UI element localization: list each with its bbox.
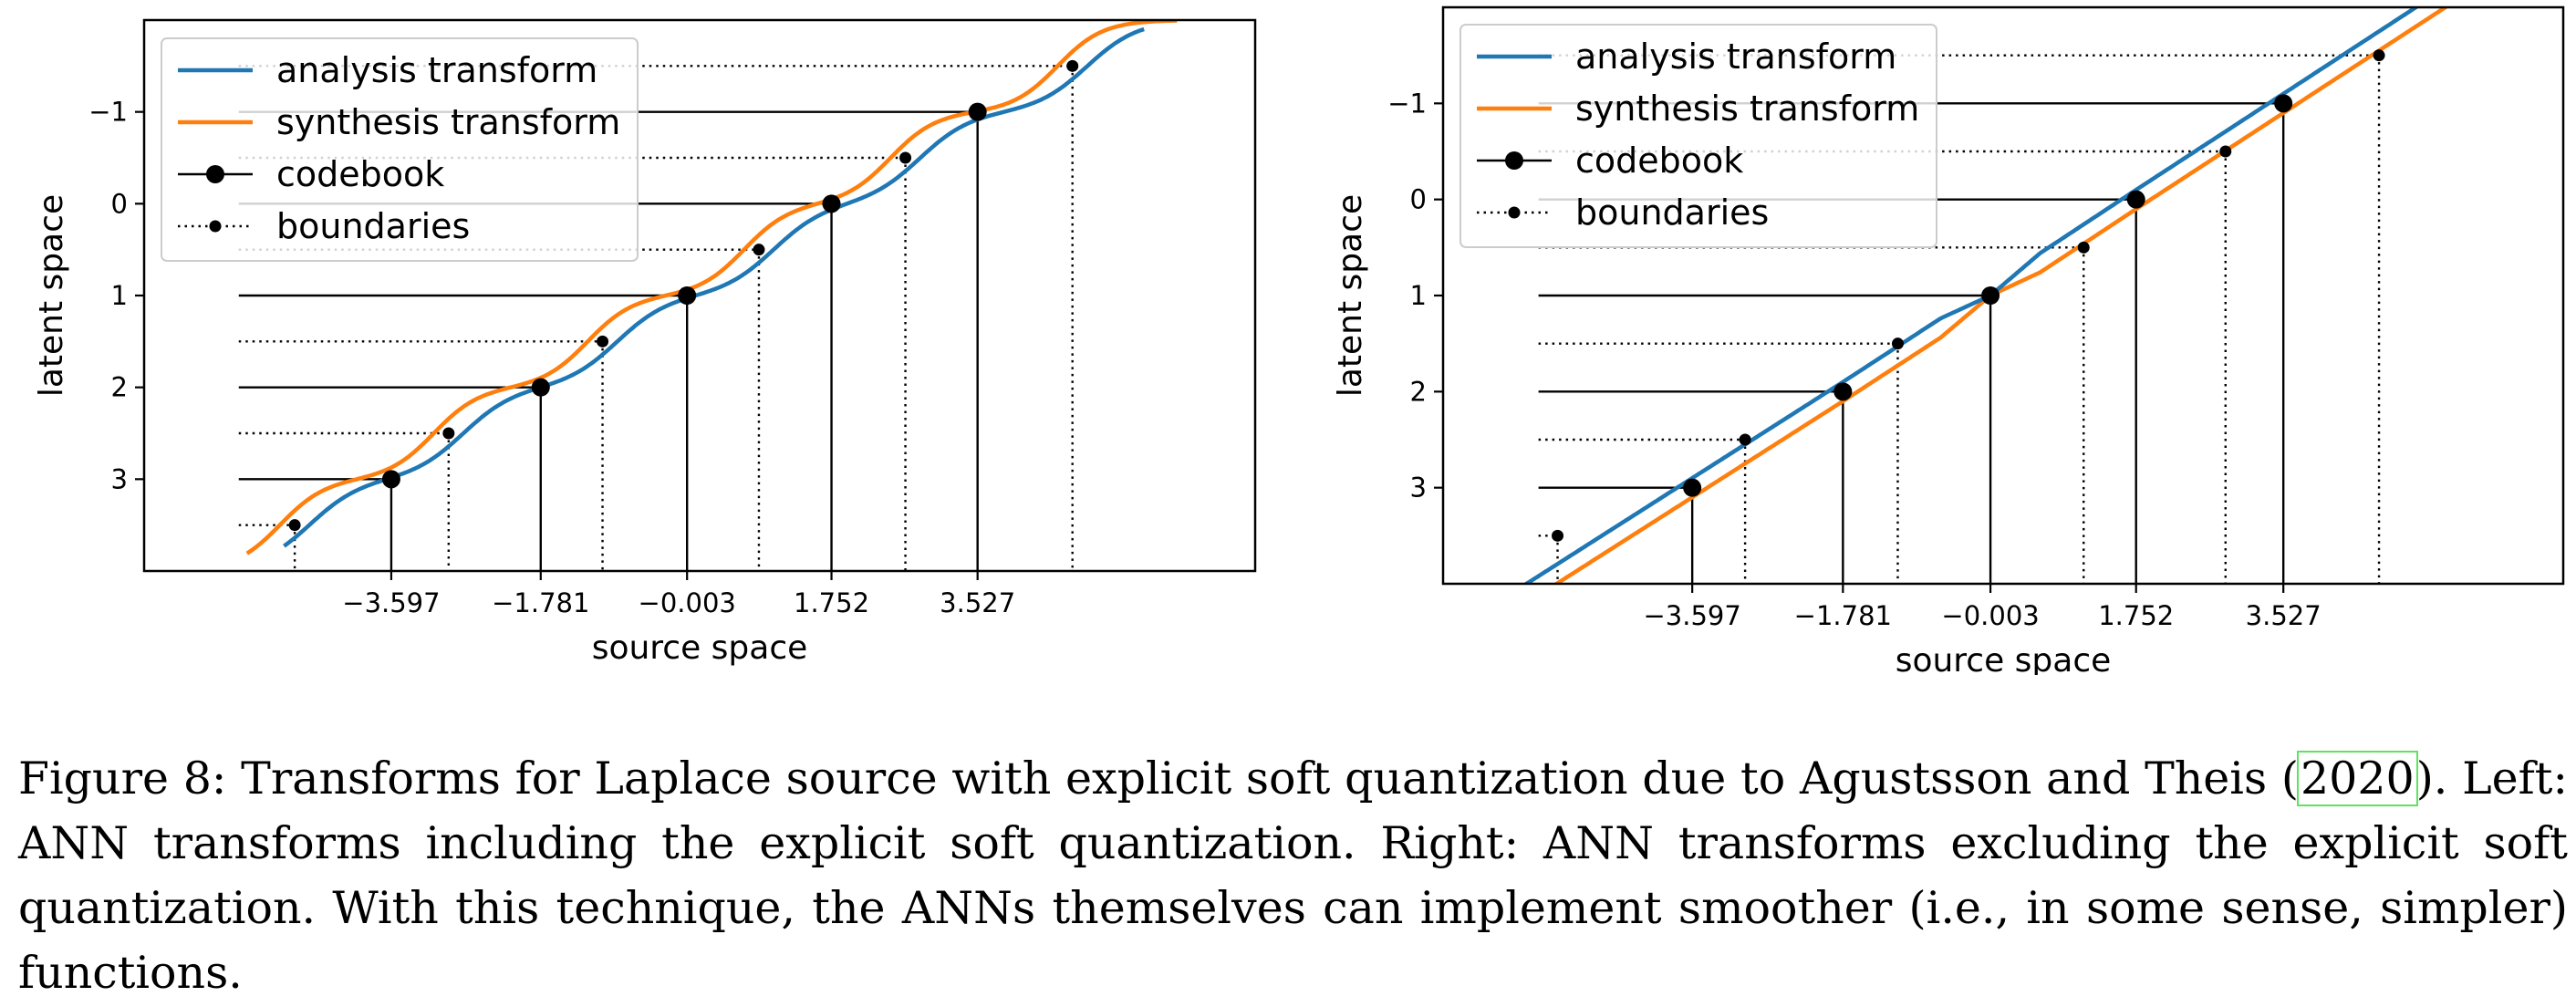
codebook-marker: [822, 194, 841, 213]
figure-caption: Figure 8: Transforms for Laplace source …: [18, 746, 2568, 1005]
x-tick-label: 3.527: [2246, 600, 2322, 631]
y-tick-label: 0: [1410, 184, 1427, 215]
codebook-marker: [381, 470, 400, 489]
citation-link[interactable]: 2020: [2296, 751, 2418, 806]
legend-codebook-marker: [1505, 151, 1523, 170]
caption-prefix: Figure 8: Transforms for Laplace source …: [18, 753, 2299, 805]
boundary-marker: [288, 519, 301, 532]
y-tick-label: 1: [111, 280, 128, 311]
y-tick-label: −1: [1387, 88, 1427, 119]
legend: analysis transform synthesis transform cod…: [161, 37, 639, 262]
codebook-marker: [1683, 478, 1702, 497]
codebook-marker: [968, 102, 987, 121]
codebook-marker: [2126, 190, 2145, 209]
codebook-marker: [1833, 382, 1853, 401]
synthesis-transform-line: [245, 20, 1178, 555]
x-axis-label: source space: [1896, 642, 2112, 675]
legend-boundaries-marker: [1508, 206, 1521, 219]
x-tick-label: −3.597: [1643, 600, 1740, 631]
legend-entry-label: analysis transform: [1575, 36, 1896, 77]
y-tick-label: 3: [111, 463, 128, 494]
y-tick-label: 2: [111, 372, 128, 403]
right-chart-panel: −1 0 1 2 3 −3.597 −1.781 −0.003 1.752 3.527 source…: [1332, 5, 2565, 675]
legend-entry-label: codebook: [276, 154, 444, 194]
x-tick-label: 1.752: [2098, 600, 2174, 631]
boundary-marker: [899, 151, 912, 164]
legend-boundaries-marker: [209, 220, 222, 233]
boundary-marker: [2373, 49, 2385, 62]
codebook-marker: [2274, 94, 2293, 113]
x-tick-label: −1.781: [492, 587, 589, 618]
analysis-transform-line: [283, 26, 1145, 548]
analysis-transform-line: [1522, 7, 2420, 584]
y-tick-label: −1: [88, 97, 128, 128]
boundary-marker: [1739, 433, 1751, 446]
caption-suffix: ). Left: ANN transforms including the ex…: [18, 753, 2568, 999]
y-axis-label: latent space: [33, 194, 70, 397]
boundary-marker: [1552, 529, 1564, 542]
legend-entry-label: synthesis transform: [1575, 88, 1919, 129]
x-tick-label: −1.781: [1794, 600, 1892, 631]
codebook-marker: [678, 286, 697, 305]
left-chart-panel: −1 0 1 2 3 −3.597 −1.781 −0.003 1.752 3.527 source…: [33, 18, 1257, 667]
boundary-marker: [753, 244, 765, 256]
legend-entry-label: boundaries: [276, 206, 470, 246]
boundary-marker: [2219, 145, 2232, 158]
y-tick-label: 3: [1410, 472, 1427, 504]
x-tick-label: −0.003: [1941, 600, 2039, 631]
figure-8: −1 0 1 2 3 −3.597 −1.781 −0.003 1.752 3.527 source…: [33, 5, 2565, 675]
y-axis-label: latent space: [1332, 194, 1369, 397]
boundary-marker: [1891, 337, 1904, 350]
x-tick-label: 3.527: [940, 587, 1015, 618]
y-tick-label: 2: [1410, 376, 1427, 407]
y-tick-label: 1: [1410, 280, 1427, 311]
boundary-marker: [1066, 59, 1079, 72]
codebook-marker: [1981, 286, 2000, 305]
legend-box: [1459, 24, 1937, 248]
legend-entry-label: boundaries: [1575, 192, 1769, 233]
boundary-marker: [2077, 241, 2090, 254]
legend-codebook-marker: [206, 165, 224, 183]
x-tick-label: −0.003: [639, 587, 736, 618]
codebook-marker: [531, 378, 550, 397]
legend-box: [161, 37, 639, 262]
x-tick-label: −3.597: [342, 587, 440, 618]
legend-entry-label: codebook: [1575, 140, 1743, 181]
legend-entry-label: analysis transform: [276, 50, 597, 90]
y-tick-label: 0: [111, 188, 128, 219]
x-axis-label: source space: [592, 629, 808, 667]
boundary-marker: [597, 335, 609, 348]
legend-entry-label: synthesis transform: [276, 102, 620, 142]
legend: analysis transform synthesis transform cod…: [1459, 24, 1937, 248]
boundary-marker: [442, 427, 455, 440]
x-tick-label: 1.752: [794, 587, 869, 618]
